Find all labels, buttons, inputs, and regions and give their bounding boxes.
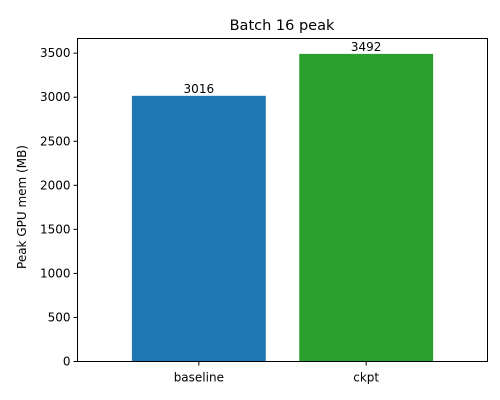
chart-title: Batch 16 peak bbox=[230, 18, 335, 34]
y-tick-label: 3500 bbox=[40, 46, 71, 60]
y-tick-label: 2000 bbox=[40, 178, 71, 192]
y-axis: 0 500 1000 1500 2000 2500 3000 3500 bbox=[40, 46, 78, 369]
plot-frame bbox=[77, 38, 488, 362]
bar-baseline bbox=[131, 95, 266, 362]
y-tick-label: 0 bbox=[63, 355, 71, 369]
data-label-baseline: 3016 bbox=[184, 82, 215, 96]
y-tick-label: 2500 bbox=[40, 134, 71, 148]
bar-ckpt bbox=[299, 53, 434, 362]
x-axis: baseline ckpt bbox=[174, 361, 379, 385]
y-tick-label: 500 bbox=[48, 310, 71, 324]
y-tick-label: 3000 bbox=[40, 90, 71, 104]
y-axis-title: Peak GPU mem (MB) bbox=[15, 145, 29, 269]
y-tick-label: 1500 bbox=[40, 222, 71, 236]
data-label-ckpt: 3492 bbox=[351, 40, 382, 54]
bars-group: 3016 3492 bbox=[131, 40, 434, 362]
y-tick-label: 1000 bbox=[40, 266, 71, 280]
x-tick-label: baseline bbox=[174, 371, 224, 385]
x-tick-label: ckpt bbox=[353, 371, 379, 385]
